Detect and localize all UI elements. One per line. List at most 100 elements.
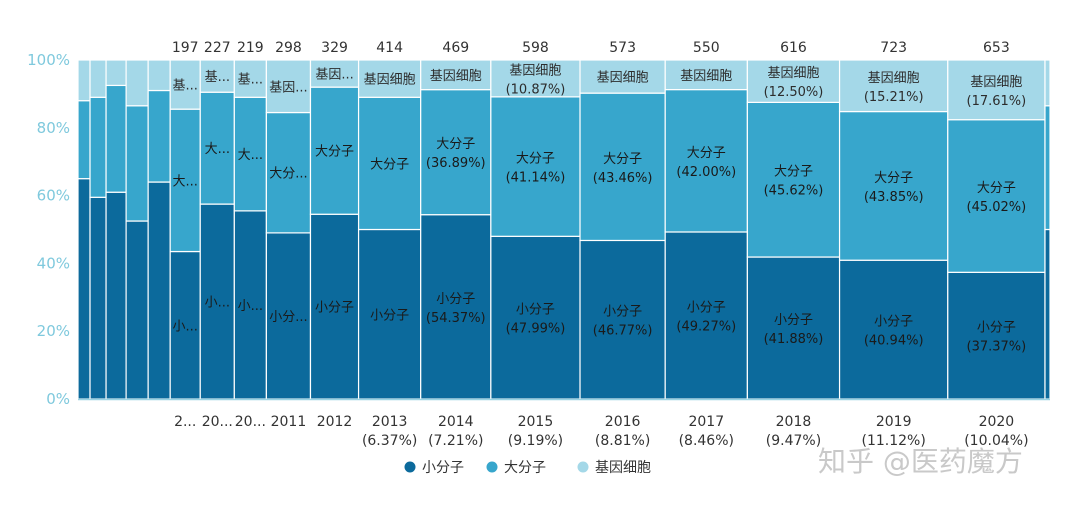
legend-label: 基因细胞 [595, 459, 651, 476]
segment-label: 基... [238, 73, 263, 88]
bar-segment-small-molecule [664, 231, 748, 400]
legend-marker [486, 461, 498, 473]
segment-label: 大分子(43.85%) [864, 171, 924, 205]
y-tick-label: 40% [37, 254, 70, 272]
label-layer: 小... 大... 基... 197 2... 小... 大... 基... 227 20... 小… [172, 40, 1029, 449]
x-share-label: (8.46%) [679, 433, 734, 449]
segment-label: 基因... [315, 68, 353, 83]
x-share-label: (9.47%) [766, 433, 821, 449]
bar-segment-large-molecule [105, 84, 127, 193]
segment-label: 小分子(41.88%) [764, 313, 824, 347]
segment-label: 基... [173, 79, 198, 94]
segment-label: 基因细胞(15.21%) [864, 71, 924, 105]
bar-segment-gene-cell [579, 59, 666, 94]
x-share-label: (11.12%) [862, 433, 926, 449]
column-total: 469 [442, 40, 469, 56]
bar-segment-gene-cell [105, 59, 127, 87]
bar-segment-small-molecule [1044, 228, 1051, 400]
segment-label: 基因细胞 [680, 69, 732, 84]
bar-segment-gene-cell [125, 59, 149, 107]
bar-segment-large-molecule [89, 96, 107, 198]
bar-segment-large-molecule [357, 96, 422, 231]
y-tick-label: 0% [46, 390, 70, 408]
bar-segment-gene-cell [746, 59, 841, 103]
watermark: 知乎 @医药魔方 [818, 445, 1023, 478]
bar-segment-large-molecule [579, 92, 666, 242]
segment-label: 大分子 [370, 157, 409, 172]
bar-segment-small-molecule [77, 178, 91, 400]
segment-label: 基... [205, 70, 230, 85]
x-tick-label: 2018 [776, 414, 812, 430]
x-tick-label: 2017 [688, 414, 724, 430]
bar-segment-large-molecule [169, 108, 201, 253]
segment-label: 小分子(47.99%) [506, 303, 566, 337]
x-tick-label: 20... [202, 414, 233, 430]
bar-segment-large-molecule [490, 96, 581, 237]
bar-segment-gene-cell [77, 59, 91, 102]
column-total: 550 [693, 40, 720, 56]
column-total: 573 [609, 40, 636, 56]
bar-segment-large-molecule [125, 105, 149, 222]
bar-segment-gene-cell [490, 59, 581, 98]
segment-label: 大分子(41.14%) [506, 152, 566, 186]
y-tick-label: 80% [37, 119, 70, 137]
segment-label: 小分子 [370, 308, 409, 323]
y-tick-label: 60% [37, 187, 70, 205]
bar-segment-large-molecule [199, 91, 235, 205]
bar-segment-small-molecule [147, 181, 171, 400]
column-total: 598 [522, 40, 549, 56]
segment-label: 大分子(45.02%) [967, 181, 1027, 215]
column-total: 227 [204, 40, 231, 56]
bar-segment-small-molecule [490, 235, 581, 400]
column-total: 653 [983, 40, 1010, 56]
x-share-label: (10.04%) [964, 433, 1028, 449]
bar-segment-small-molecule [838, 259, 949, 400]
bar-segment-large-molecule [1044, 105, 1051, 231]
bar-segment-gene-cell [838, 59, 949, 113]
segment-label: 大... [205, 142, 230, 157]
x-share-label: (9.19%) [508, 433, 563, 449]
segment-label: 基因细胞 [597, 71, 649, 86]
bar-segment-small-molecule [420, 214, 492, 400]
bar-segment-gene-cell [357, 59, 422, 98]
bar-segment-small-molecule [746, 256, 841, 400]
column-total: 298 [275, 40, 302, 56]
segment-label: 大分子 [315, 145, 354, 160]
column-total: 616 [780, 40, 807, 56]
bar-segment-small-molecule [579, 239, 666, 400]
segment-label: 基因细胞 [364, 73, 416, 88]
x-share-label: (6.37%) [362, 433, 417, 449]
segment-label: 小分子(54.37%) [426, 292, 486, 326]
y-tick-label: 20% [37, 322, 70, 340]
segment-label: 小... [238, 299, 263, 314]
bar-segment-large-molecule [147, 89, 171, 183]
legend-marker [404, 461, 416, 473]
bar-segment-large-molecule [309, 86, 360, 215]
segment-label: 小... [205, 296, 230, 311]
segment-label: 小分... [269, 310, 307, 325]
legend-label: 小分子 [422, 460, 464, 476]
bar-segment-small-molecule [169, 250, 201, 400]
segment-label: 大分子(36.89%) [426, 137, 486, 171]
x-tick-label: 2016 [605, 414, 641, 430]
bar-segment-large-molecule [77, 100, 91, 180]
column-total: 329 [321, 40, 348, 56]
x-tick-label: 2014 [438, 414, 474, 430]
x-tick-label: 2020 [979, 414, 1015, 430]
bar-segment-gene-cell [420, 59, 492, 91]
segment-label: 小分子(46.77%) [593, 305, 653, 339]
column-total: 197 [172, 40, 199, 56]
bar-segment-small-molecule [125, 220, 149, 400]
bar-segment-small-molecule [105, 191, 127, 400]
segment-label: 小分子(40.94%) [864, 315, 924, 349]
axis-layer: 0% 20% 40% 60% 80% 100% [27, 51, 1050, 408]
column-total: 219 [237, 40, 264, 56]
segment-label: 基因细胞 [430, 69, 482, 84]
segment-label: 基因... [269, 80, 307, 95]
bar-segment-gene-cell [89, 59, 107, 98]
x-tick-label: 2... [174, 414, 196, 430]
x-tick-label: 2013 [372, 414, 408, 430]
segment-label: 基因细胞(10.87%) [506, 63, 566, 97]
segment-label: 基因细胞(17.61%) [967, 75, 1027, 109]
